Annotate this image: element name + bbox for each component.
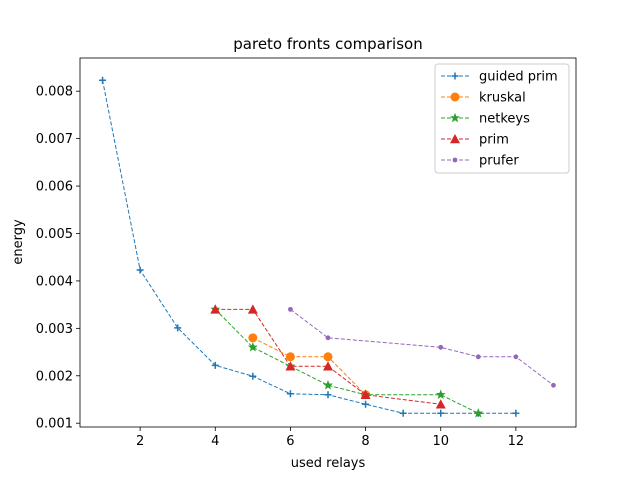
data-point-guided-prim-5 <box>286 390 294 398</box>
data-point-guided-prim-8 <box>399 409 407 417</box>
data-point-prufer-1 <box>325 335 331 341</box>
series-line-kruskal <box>252 337 366 396</box>
data-point-prim-5 <box>435 399 446 409</box>
data-point-guided-prim-0 <box>99 76 107 84</box>
chart-title: pareto fronts comparison <box>233 35 422 53</box>
y-tick-label: 0.005 <box>36 227 73 242</box>
data-point-prufer-3 <box>475 354 481 360</box>
y-tick-label: 0.008 <box>36 85 73 100</box>
data-point-kruskal-1 <box>285 352 295 362</box>
legend-marker-prim <box>450 134 460 144</box>
data-point-netkeys-5 <box>435 389 446 399</box>
series-line-guided-prim <box>102 80 516 414</box>
y-tick-label: 0.006 <box>36 180 73 195</box>
x-tick-label: 12 <box>508 434 525 449</box>
y-tick-label: 0.001 <box>36 417 73 432</box>
x-tick-label: 10 <box>432 434 449 449</box>
legend-marker-guided-prim <box>451 72 459 80</box>
data-point-prufer-0 <box>288 306 293 312</box>
data-point-prim-4 <box>360 389 371 399</box>
x-axis-label: used relays <box>291 456 366 471</box>
x-tick-label: 4 <box>211 434 219 449</box>
data-point-guided-prim-7 <box>362 400 370 408</box>
legend-label-prufer: prufer <box>479 154 519 169</box>
data-point-guided-prim-6 <box>324 391 332 399</box>
data-point-prim-0 <box>210 304 221 314</box>
data-point-prufer-2 <box>438 344 444 350</box>
plot-area <box>99 76 556 418</box>
x-tick-label: 8 <box>361 434 369 449</box>
data-point-prufer-4 <box>513 354 519 360</box>
legend-label-netkeys: netkeys <box>479 112 530 127</box>
data-point-guided-prim-11 <box>512 409 520 417</box>
data-point-guided-prim-4 <box>249 372 257 380</box>
data-point-prim-1 <box>247 304 258 314</box>
legend-box <box>434 63 570 174</box>
data-point-prim-2 <box>285 361 296 371</box>
x-tick-label: 2 <box>136 434 144 449</box>
data-point-guided-prim-2 <box>174 324 182 332</box>
legend-marker-prufer <box>452 157 458 163</box>
data-point-netkeys-6 <box>473 408 484 418</box>
legend: guided prim kruskal netkeys prim prufer <box>434 63 570 174</box>
series-line-prufer <box>290 308 554 386</box>
legend-marker-netkeys <box>450 112 460 123</box>
y-tick-label: 0.003 <box>36 322 73 337</box>
data-point-netkeys-3 <box>323 380 333 390</box>
legend-label-kruskal: kruskal <box>479 91 526 106</box>
data-point-prim-3 <box>323 361 333 371</box>
data-point-prufer-5 <box>551 382 556 388</box>
data-point-guided-prim-1 <box>136 266 144 274</box>
y-tick-label: 0.002 <box>36 369 73 384</box>
plot-frame <box>79 57 577 428</box>
data-point-guided-prim-3 <box>211 361 219 369</box>
legend-label-prim: prim <box>479 133 509 148</box>
data-point-guided-prim-9 <box>437 409 445 417</box>
y-tick-label: 0.007 <box>36 132 73 147</box>
data-point-kruskal-2 <box>323 352 333 362</box>
legend-label-guided-prim: guided prim <box>479 70 558 85</box>
axis-ticks: 2 4 6 8 10 12 0.001 0.002 0.003 0.004 0.005 0.006 0.… <box>36 57 577 449</box>
data-point-kruskal-0 <box>248 333 258 343</box>
legend-marker-kruskal <box>450 92 460 102</box>
y-tick-label: 0.004 <box>36 274 73 289</box>
data-point-netkeys-1 <box>247 342 258 352</box>
x-tick-label: 6 <box>286 434 294 449</box>
y-axis-label: energy <box>11 219 26 265</box>
series-line-prim <box>215 308 441 405</box>
